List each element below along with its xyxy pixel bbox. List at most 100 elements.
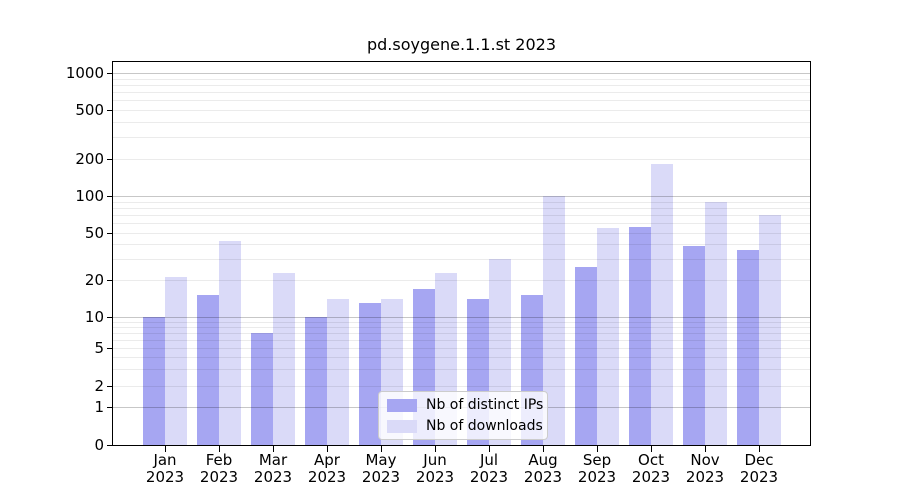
- y-tick-label: 1: [94, 398, 104, 416]
- minor-gridline: [113, 244, 810, 246]
- plot-area: [113, 62, 810, 445]
- bar-downloads: [219, 240, 241, 445]
- y-tick-label: 20: [84, 271, 104, 289]
- x-tick-mark: [758, 446, 760, 452]
- bar-downloads: [597, 227, 619, 445]
- x-tick-mark: [272, 446, 274, 452]
- bar-downloads: [327, 299, 349, 445]
- y-tick-mark: [107, 232, 113, 234]
- y-tick-mark: [107, 279, 113, 281]
- grid-layer: [113, 62, 810, 445]
- bar-distinct-ips: [197, 295, 219, 445]
- y-tick-label: 10: [84, 308, 104, 326]
- minor-gridline: [113, 215, 810, 217]
- y-tick-mark: [107, 385, 113, 387]
- y-tick-label: 0: [94, 436, 104, 454]
- x-tick-label: Mar 2023: [253, 451, 293, 486]
- y-tick-mark: [107, 109, 113, 111]
- y-tick-label: 2: [94, 377, 104, 395]
- bar-downloads: [543, 196, 565, 445]
- minor-gridline: [113, 100, 810, 102]
- minor-gridline: [113, 233, 810, 234]
- x-tick-mark: [542, 446, 544, 452]
- y-tick-mark: [107, 316, 113, 318]
- minor-gridline: [113, 348, 810, 349]
- legend-item-downloads: Nb of downloads: [387, 418, 543, 434]
- bar-downloads: [759, 215, 781, 445]
- x-tick-label: Jul 2023: [469, 451, 509, 486]
- minor-gridline: [113, 357, 810, 359]
- x-tick-mark: [488, 446, 490, 452]
- x-tick-label: Dec 2023: [739, 451, 779, 486]
- x-tick-mark: [596, 446, 598, 452]
- minor-gridline: [113, 78, 810, 80]
- legend-swatch-distinct-ips: [387, 398, 417, 412]
- y-tick-mark: [107, 72, 113, 74]
- bar-distinct-ips: [251, 332, 273, 445]
- x-tick-label: Oct 2023: [631, 451, 671, 486]
- bar-distinct-ips: [305, 317, 327, 445]
- x-tick-label: Apr 2023: [307, 451, 347, 486]
- x-tick-mark: [218, 446, 220, 452]
- minor-gridline: [113, 386, 810, 387]
- minor-gridline: [113, 159, 810, 160]
- bar-distinct-ips: [629, 226, 651, 445]
- y-tick-mark: [107, 444, 113, 446]
- major-gridline: [113, 317, 810, 318]
- x-tick-label: Sep 2023: [577, 451, 617, 486]
- legend-label-downloads: Nb of downloads: [426, 418, 543, 434]
- minor-gridline: [113, 223, 810, 225]
- minor-gridline: [113, 369, 810, 371]
- x-tick-label: Jun 2023: [415, 451, 455, 486]
- chart-title: pd.soygene.1.1.st 2023: [366, 35, 556, 54]
- minor-gridline: [113, 332, 810, 334]
- y-tick-mark: [107, 195, 113, 197]
- legend-label-distinct-ips: Nb of distinct IPs: [426, 397, 544, 413]
- bar-downloads: [705, 201, 727, 445]
- x-tick-mark: [164, 446, 166, 452]
- x-tick-label: Aug 2023: [523, 451, 563, 486]
- legend: Nb of distinct IPs Nb of downloads: [378, 391, 548, 440]
- y-tick-mark: [107, 158, 113, 160]
- minor-gridline: [113, 201, 810, 203]
- bar-distinct-ips: [359, 302, 381, 445]
- minor-gridline: [113, 259, 810, 261]
- y-tick-label: 500: [75, 101, 104, 119]
- y-tick-label: 5: [94, 339, 104, 357]
- minor-gridline: [113, 326, 810, 328]
- minor-gridline: [113, 339, 810, 341]
- bar-downloads: [651, 164, 673, 445]
- y-tick-mark: [107, 406, 113, 408]
- y-tick-mark: [107, 347, 113, 349]
- x-tick-label: Jan 2023: [145, 451, 185, 486]
- bar-distinct-ips: [143, 317, 165, 445]
- x-tick-mark: [434, 446, 436, 452]
- major-gridline: [113, 73, 810, 74]
- minor-gridline: [113, 207, 810, 209]
- minor-gridline: [113, 137, 810, 139]
- minor-gridline: [113, 84, 810, 86]
- bar-distinct-ips: [575, 266, 597, 445]
- legend-item-distinct-ips: Nb of distinct IPs: [387, 397, 543, 413]
- x-tick-mark: [650, 446, 652, 452]
- minor-gridline: [113, 92, 810, 94]
- y-tick-label: 200: [75, 150, 104, 168]
- bar-distinct-ips: [737, 249, 759, 445]
- x-tick-mark: [326, 446, 328, 452]
- minor-gridline: [113, 321, 810, 323]
- minor-gridline: [113, 121, 810, 123]
- x-tick-mark: [380, 446, 382, 452]
- bar-distinct-ips: [683, 245, 705, 445]
- x-tick-label: Nov 2023: [685, 451, 725, 486]
- minor-gridline: [113, 110, 810, 111]
- legend-swatch-downloads: [387, 419, 417, 433]
- minor-gridline: [113, 280, 810, 281]
- major-gridline: [113, 196, 810, 197]
- x-tick-label: Feb 2023: [199, 451, 239, 486]
- bar-downloads: [273, 272, 295, 445]
- y-tick-label: 50: [84, 224, 104, 242]
- x-tick-mark: [704, 446, 706, 452]
- y-tick-label: 100: [75, 187, 104, 205]
- y-tick-label: 1000: [65, 64, 104, 82]
